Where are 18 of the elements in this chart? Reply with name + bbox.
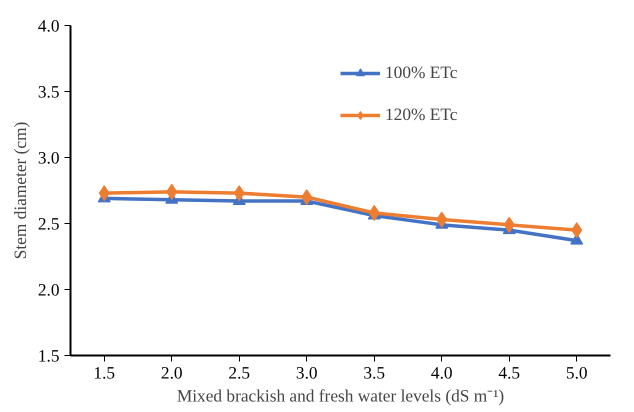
x-tick-label: 2.5 (228, 364, 250, 382)
legend-label: 100% ETc (385, 63, 458, 83)
x-tick-label: 1.5 (93, 364, 116, 382)
y-axis-title: Stem diameter (cm) (10, 121, 30, 260)
x-tick-label: 3.5 (363, 364, 386, 382)
y-tick-label: 4.0 (38, 16, 60, 36)
y-tick-label: 3.5 (38, 82, 60, 102)
x-tick-label: 2.0 (160, 364, 183, 382)
x-axis-title: Mixed brackish and fresh water levels (dS m⁻¹) (176, 386, 504, 406)
legend-label: 120% ETc (385, 105, 458, 125)
y-tick-label: 3.0 (38, 148, 60, 168)
y-tick-label: 2.0 (38, 280, 60, 300)
x-tick-label: 4.0 (430, 364, 453, 382)
x-tick-label: 3.0 (296, 364, 318, 382)
x-tick-label: 5.0 (566, 364, 588, 382)
y-tick-label: 2.5 (38, 214, 60, 234)
y-tick-label: 1.5 (38, 346, 60, 366)
x-tick-label: 4.5 (498, 364, 520, 382)
